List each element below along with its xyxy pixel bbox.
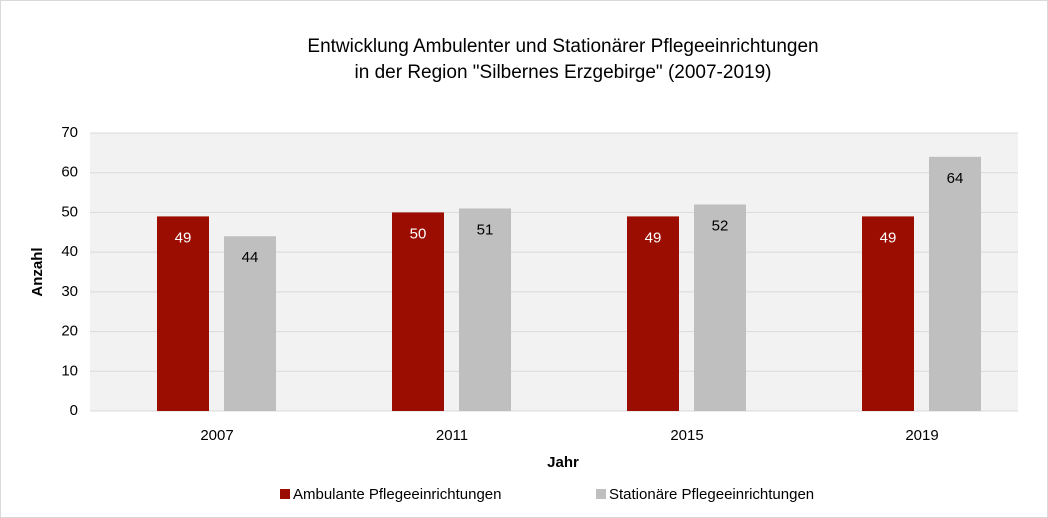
x-tick-label: 2019 bbox=[905, 427, 938, 444]
data-label: 64 bbox=[947, 170, 964, 187]
data-label: 49 bbox=[175, 229, 192, 246]
bar bbox=[694, 204, 746, 411]
data-label: 52 bbox=[712, 217, 729, 234]
x-tick-label: 2007 bbox=[200, 427, 233, 444]
y-tick-label: 10 bbox=[61, 362, 78, 379]
bar bbox=[929, 156, 981, 411]
x-tick-label: 2011 bbox=[436, 427, 468, 444]
y-tick-label: 60 bbox=[61, 164, 78, 181]
y-tick-label: 70 bbox=[61, 124, 78, 141]
legend-label: Ambulante Pflegeeinrichtungen bbox=[293, 486, 501, 503]
y-tick-label: 50 bbox=[61, 203, 78, 220]
data-label: 49 bbox=[880, 229, 897, 246]
legend-label: Stationäre Pflegeeinrichtungen bbox=[609, 486, 814, 503]
data-label: 49 bbox=[645, 229, 662, 246]
y-axis-label: Anzahl bbox=[29, 247, 46, 296]
data-label: 50 bbox=[410, 225, 427, 242]
chart-title: Entwicklung Ambulenter und Stationärer P… bbox=[307, 36, 818, 57]
bar bbox=[459, 208, 511, 411]
y-tick-label: 20 bbox=[61, 323, 78, 340]
y-tick-label: 0 bbox=[70, 402, 78, 419]
data-label: 44 bbox=[242, 249, 259, 266]
x-tick-label: 2015 bbox=[670, 427, 703, 444]
x-axis-label: Jahr bbox=[547, 454, 579, 471]
bar bbox=[862, 216, 914, 411]
legend-swatch bbox=[280, 489, 290, 499]
chart-title: in der Region "Silbernes Erzgebirge" (20… bbox=[355, 62, 772, 83]
y-tick-label: 30 bbox=[61, 283, 78, 300]
y-tick-label: 40 bbox=[61, 243, 78, 260]
legend-swatch bbox=[596, 489, 606, 499]
bar bbox=[224, 236, 276, 411]
bar bbox=[392, 212, 444, 411]
bar bbox=[157, 216, 209, 411]
data-label: 51 bbox=[477, 221, 494, 238]
bar bbox=[627, 216, 679, 411]
